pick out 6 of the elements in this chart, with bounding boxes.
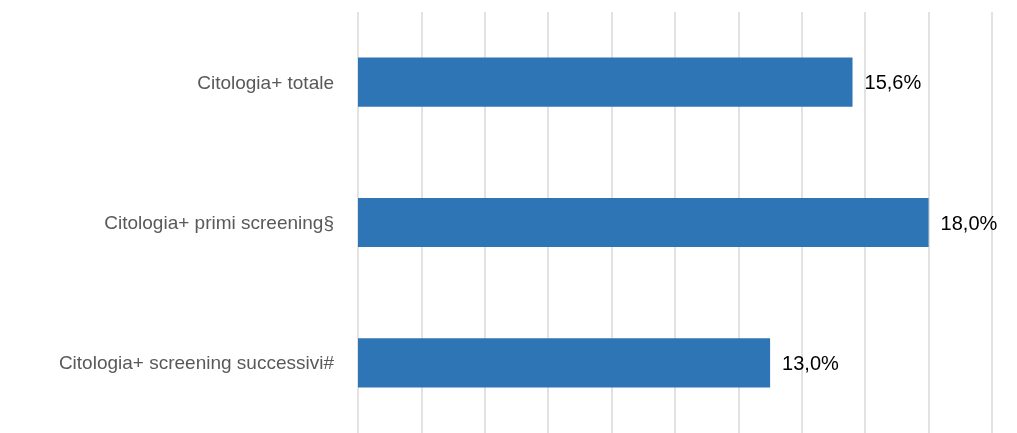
y-tick-label: Citologia+ totale: [197, 71, 334, 93]
data-label: 13,0%: [782, 351, 840, 374]
data-label: 15,6%: [864, 71, 922, 94]
y-tick-label: Citologia+ primi screening§: [104, 212, 334, 233]
data-label: 18,0%: [940, 211, 998, 234]
y-tick-label: Citologia+ screening successivi#: [58, 352, 335, 374]
